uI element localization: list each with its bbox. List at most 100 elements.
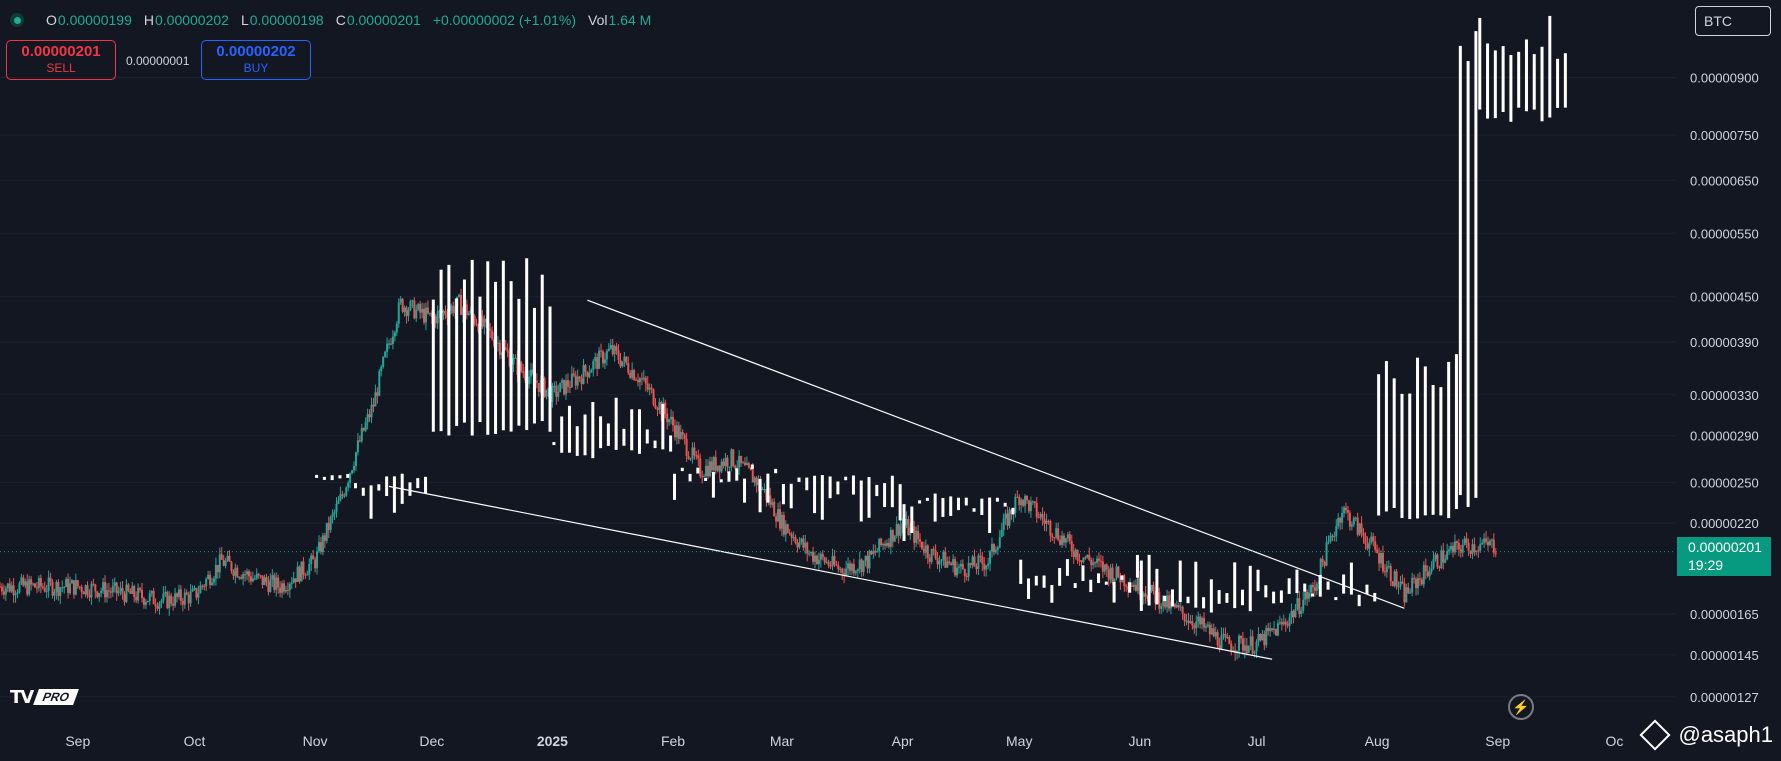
candle-body xyxy=(819,553,822,560)
status-icon[interactable] xyxy=(10,13,24,27)
candle-body xyxy=(1222,634,1225,636)
candle-body xyxy=(831,556,834,567)
candle-body xyxy=(94,584,97,592)
candle-body xyxy=(685,438,688,457)
overlay-bar xyxy=(1272,591,1276,604)
overlay-bar xyxy=(1392,378,1396,509)
y-axis[interactable]: 0.00000900 0.00000750 0.00000650 0.00000550… xyxy=(1690,71,1759,705)
trendline[interactable] xyxy=(388,485,1273,660)
candle-body xyxy=(251,578,254,582)
candle-body xyxy=(1430,568,1433,572)
overlay-bar xyxy=(1050,585,1054,603)
candle-body xyxy=(615,346,618,351)
overlay-bar xyxy=(392,476,396,513)
x-tick-label: Oc xyxy=(1605,733,1623,749)
candle-body xyxy=(950,563,953,566)
candle-body xyxy=(638,378,641,383)
candle-body xyxy=(1113,578,1116,583)
overlay-bar xyxy=(1408,393,1412,520)
overlay-bar xyxy=(377,484,381,491)
candle-body xyxy=(240,577,243,579)
candle-body xyxy=(625,356,628,364)
tradingview-logo[interactable]: TV PRO xyxy=(10,687,80,708)
candle-body xyxy=(436,311,439,324)
candle-body xyxy=(640,378,643,380)
candle-body xyxy=(1210,628,1213,635)
candle-body xyxy=(642,377,645,380)
close-label: C xyxy=(335,12,346,28)
candle-body xyxy=(261,575,264,585)
overlay-bar xyxy=(385,476,389,497)
overlay-bar xyxy=(637,409,641,454)
candle-body xyxy=(1477,550,1480,552)
candle-body xyxy=(374,392,377,407)
candle-body xyxy=(1284,621,1287,625)
candle-body xyxy=(1201,618,1204,625)
candle-body xyxy=(20,577,23,584)
candle-body xyxy=(574,375,577,386)
candle-body xyxy=(705,465,708,477)
candle-body xyxy=(12,585,15,596)
candle-body xyxy=(555,385,558,397)
candle-body xyxy=(1341,512,1344,523)
currency-selector[interactable]: BTC xyxy=(1695,6,1771,36)
candle-body xyxy=(179,589,182,601)
candle-body xyxy=(712,457,715,471)
overlay-bar xyxy=(431,299,435,432)
candle-body xyxy=(1426,571,1429,577)
sell-button[interactable]: 0.00000201 SELL xyxy=(6,40,116,80)
candle-body xyxy=(1494,552,1497,554)
overlay-bar xyxy=(925,497,929,501)
candle-body xyxy=(672,416,675,426)
candle-body xyxy=(1288,617,1291,626)
candle-body xyxy=(745,463,748,466)
candle-body xyxy=(1066,534,1069,539)
overlay-bar xyxy=(1342,574,1346,594)
trendlines[interactable] xyxy=(388,299,1405,660)
overlay-bar xyxy=(462,279,466,423)
overlay-bar xyxy=(711,472,715,498)
candle-body xyxy=(714,457,717,471)
candle-body xyxy=(841,568,844,573)
candle-body xyxy=(656,408,659,410)
overlay-bar xyxy=(1509,55,1513,122)
overlay-bars xyxy=(315,15,1567,613)
candle-body xyxy=(701,476,704,478)
buy-button[interactable]: 0.00000202 BUY xyxy=(201,40,311,80)
candle-body xyxy=(648,387,651,390)
candle-body xyxy=(1041,514,1044,519)
x-tick-label: Aug xyxy=(1365,733,1390,749)
overlay-bar xyxy=(820,475,824,520)
candle-body xyxy=(1061,535,1064,545)
candle-body xyxy=(1132,584,1135,587)
candle-body xyxy=(156,606,159,609)
candle-body xyxy=(728,466,731,468)
y-tick-label: 0.00000330 xyxy=(1690,388,1759,403)
trendline[interactable] xyxy=(587,299,1405,609)
candle-body xyxy=(1043,518,1046,524)
candle-body xyxy=(777,509,780,522)
candle-body xyxy=(885,543,888,546)
overlay-bar xyxy=(1217,590,1221,604)
y-tick-label: 0.00000900 xyxy=(1690,71,1759,86)
candle-body xyxy=(1442,550,1445,563)
candle-body xyxy=(30,579,33,585)
bolt-icon[interactable]: ⚡ xyxy=(1508,694,1534,720)
candle-body xyxy=(216,564,219,573)
candle-body xyxy=(1187,620,1190,624)
overlay-bar xyxy=(630,409,634,451)
overlay-bar xyxy=(956,497,960,511)
candle-body xyxy=(917,530,920,540)
overlay-bar xyxy=(614,397,618,450)
candle-body xyxy=(975,566,978,570)
candle-body xyxy=(65,579,68,588)
candle-body xyxy=(242,574,245,579)
candle-body xyxy=(1306,592,1309,599)
overlay-bar xyxy=(1256,569,1260,592)
candle-body xyxy=(582,365,585,384)
candle-body xyxy=(1313,587,1316,591)
candle-body xyxy=(1090,559,1093,566)
candle-body xyxy=(1239,635,1242,639)
x-axis[interactable]: Sep Oct Nov Dec 2025 Feb Mar Apr May Jun Jul Aug Sep… xyxy=(65,733,1623,749)
